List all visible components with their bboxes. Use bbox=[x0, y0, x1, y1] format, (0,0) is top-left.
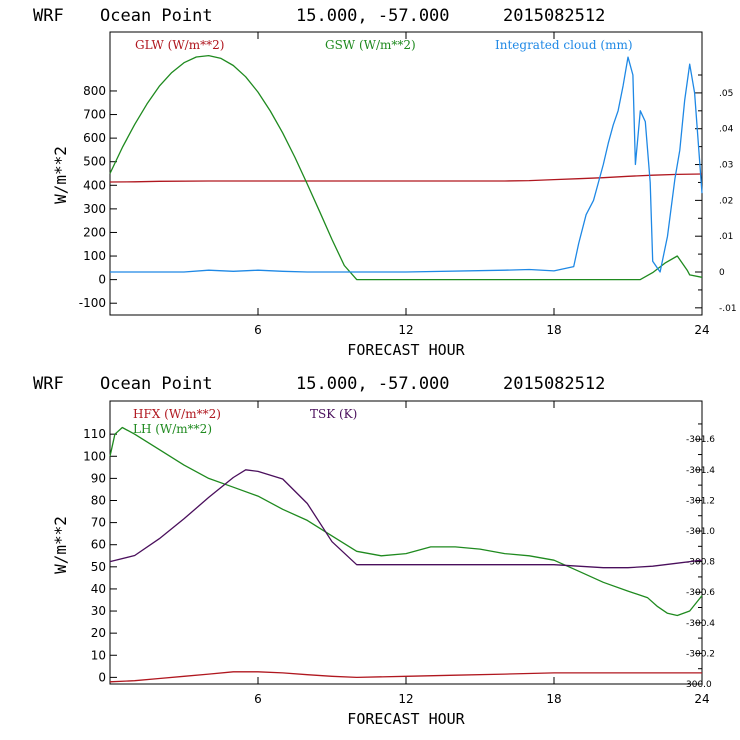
header-run: 2015082512 bbox=[503, 6, 605, 26]
series-line-3 bbox=[109, 469, 703, 569]
header-model: WRF bbox=[33, 374, 64, 394]
y2-tick-label: .04 bbox=[719, 125, 734, 135]
y2-tick-label: .02 bbox=[719, 196, 733, 206]
y2-tick-label: -301.2 bbox=[686, 496, 715, 506]
y-tick-label: 300 bbox=[83, 202, 106, 216]
legend-entry-3: TSK (K) bbox=[310, 407, 357, 421]
y-tick-label: 500 bbox=[83, 155, 106, 169]
y-tick-label: 200 bbox=[83, 225, 106, 239]
y-tick-label: 0 bbox=[98, 273, 106, 287]
legend-entry-2: LH (W/m**2) bbox=[133, 422, 212, 436]
y-tick-label: 700 bbox=[83, 108, 106, 122]
y-tick-label: 110 bbox=[83, 427, 106, 441]
y2-tick-label: -301.6 bbox=[686, 435, 715, 445]
x-axis-label: FORECAST HOUR bbox=[347, 341, 465, 359]
y-tick-label: 100 bbox=[83, 449, 106, 463]
x-tick-label: 12 bbox=[398, 692, 413, 706]
y-tick-label: 30 bbox=[91, 604, 106, 618]
header-coords: 15.000, -57.000 bbox=[296, 6, 450, 26]
y2-tick-label: 0 bbox=[719, 268, 725, 278]
y-tick-label: 800 bbox=[83, 84, 106, 98]
y2-tick-label: -.01 bbox=[719, 304, 737, 314]
y-tick-label: 100 bbox=[83, 249, 106, 263]
y-tick-label: -100 bbox=[79, 296, 106, 310]
header-location: Ocean Point bbox=[100, 374, 213, 394]
y-tick-label: 50 bbox=[91, 560, 106, 574]
y-axis-label: W/m**2 bbox=[51, 146, 70, 204]
y-tick-label: 400 bbox=[83, 178, 106, 192]
header-coords: 15.000, -57.000 bbox=[296, 374, 450, 394]
y2-tick-label: -300.2 bbox=[686, 649, 715, 659]
legend-entry-1: HFX (W/m**2) bbox=[133, 407, 221, 421]
x-tick-label: 12 bbox=[398, 323, 413, 337]
y2-tick-label: 300.0 bbox=[686, 680, 712, 690]
chart-panel-1: WRF Ocean Point 15.000, -57.000 2015082512 -… bbox=[33, 6, 737, 359]
header-location: Ocean Point bbox=[100, 6, 213, 26]
y2-tick-label: -301.0 bbox=[686, 527, 715, 537]
y2-tick-label: -300.8 bbox=[686, 558, 715, 568]
header-model: WRF bbox=[33, 6, 64, 26]
series-line-2 bbox=[109, 426, 703, 617]
y-tick-label: 40 bbox=[91, 582, 106, 596]
y-tick-label: 20 bbox=[91, 626, 106, 640]
series-line-1 bbox=[109, 173, 703, 183]
y2-tick-label: -300.6 bbox=[686, 588, 715, 598]
x-tick-label: 18 bbox=[546, 323, 561, 337]
x-tick-label: 24 bbox=[694, 692, 709, 706]
y-tick-label: 70 bbox=[91, 516, 106, 530]
y-tick-label: 80 bbox=[91, 493, 106, 507]
series-line-3 bbox=[110, 56, 703, 273]
legend-entry-3: Integrated cloud (mm) bbox=[495, 38, 633, 52]
x-tick-label: 18 bbox=[546, 692, 561, 706]
x-axis-label: FORECAST HOUR bbox=[347, 710, 465, 728]
legend-entry-1: GLW (W/m**2) bbox=[135, 38, 224, 52]
x-tick-label: 6 bbox=[254, 692, 262, 706]
y2-tick-label: .01 bbox=[719, 232, 733, 242]
chart-panel-2: WRF Ocean Point 15.000, -57.000 2015082512 0… bbox=[33, 374, 715, 728]
series-line-2 bbox=[109, 54, 703, 281]
y-tick-label: 0 bbox=[98, 670, 106, 684]
plot-frame bbox=[109, 400, 703, 685]
y2-tick-label: -301.4 bbox=[686, 466, 715, 476]
y2-tick-label: .03 bbox=[719, 161, 733, 171]
y2-tick-label: -300.4 bbox=[686, 619, 715, 629]
legend-entry-2: GSW (W/m**2) bbox=[325, 38, 416, 52]
y-tick-label: 60 bbox=[91, 538, 106, 552]
series-line-1 bbox=[109, 671, 702, 683]
y-tick-label: 90 bbox=[91, 471, 106, 485]
y-tick-label: 10 bbox=[91, 648, 106, 662]
y-axis-label: W/m**2 bbox=[51, 516, 70, 574]
y2-tick-label: .05 bbox=[719, 89, 733, 99]
x-tick-label: 6 bbox=[254, 323, 262, 337]
header-run: 2015082512 bbox=[503, 374, 605, 394]
y-tick-label: 600 bbox=[83, 131, 106, 145]
x-tick-label: 24 bbox=[694, 323, 709, 337]
